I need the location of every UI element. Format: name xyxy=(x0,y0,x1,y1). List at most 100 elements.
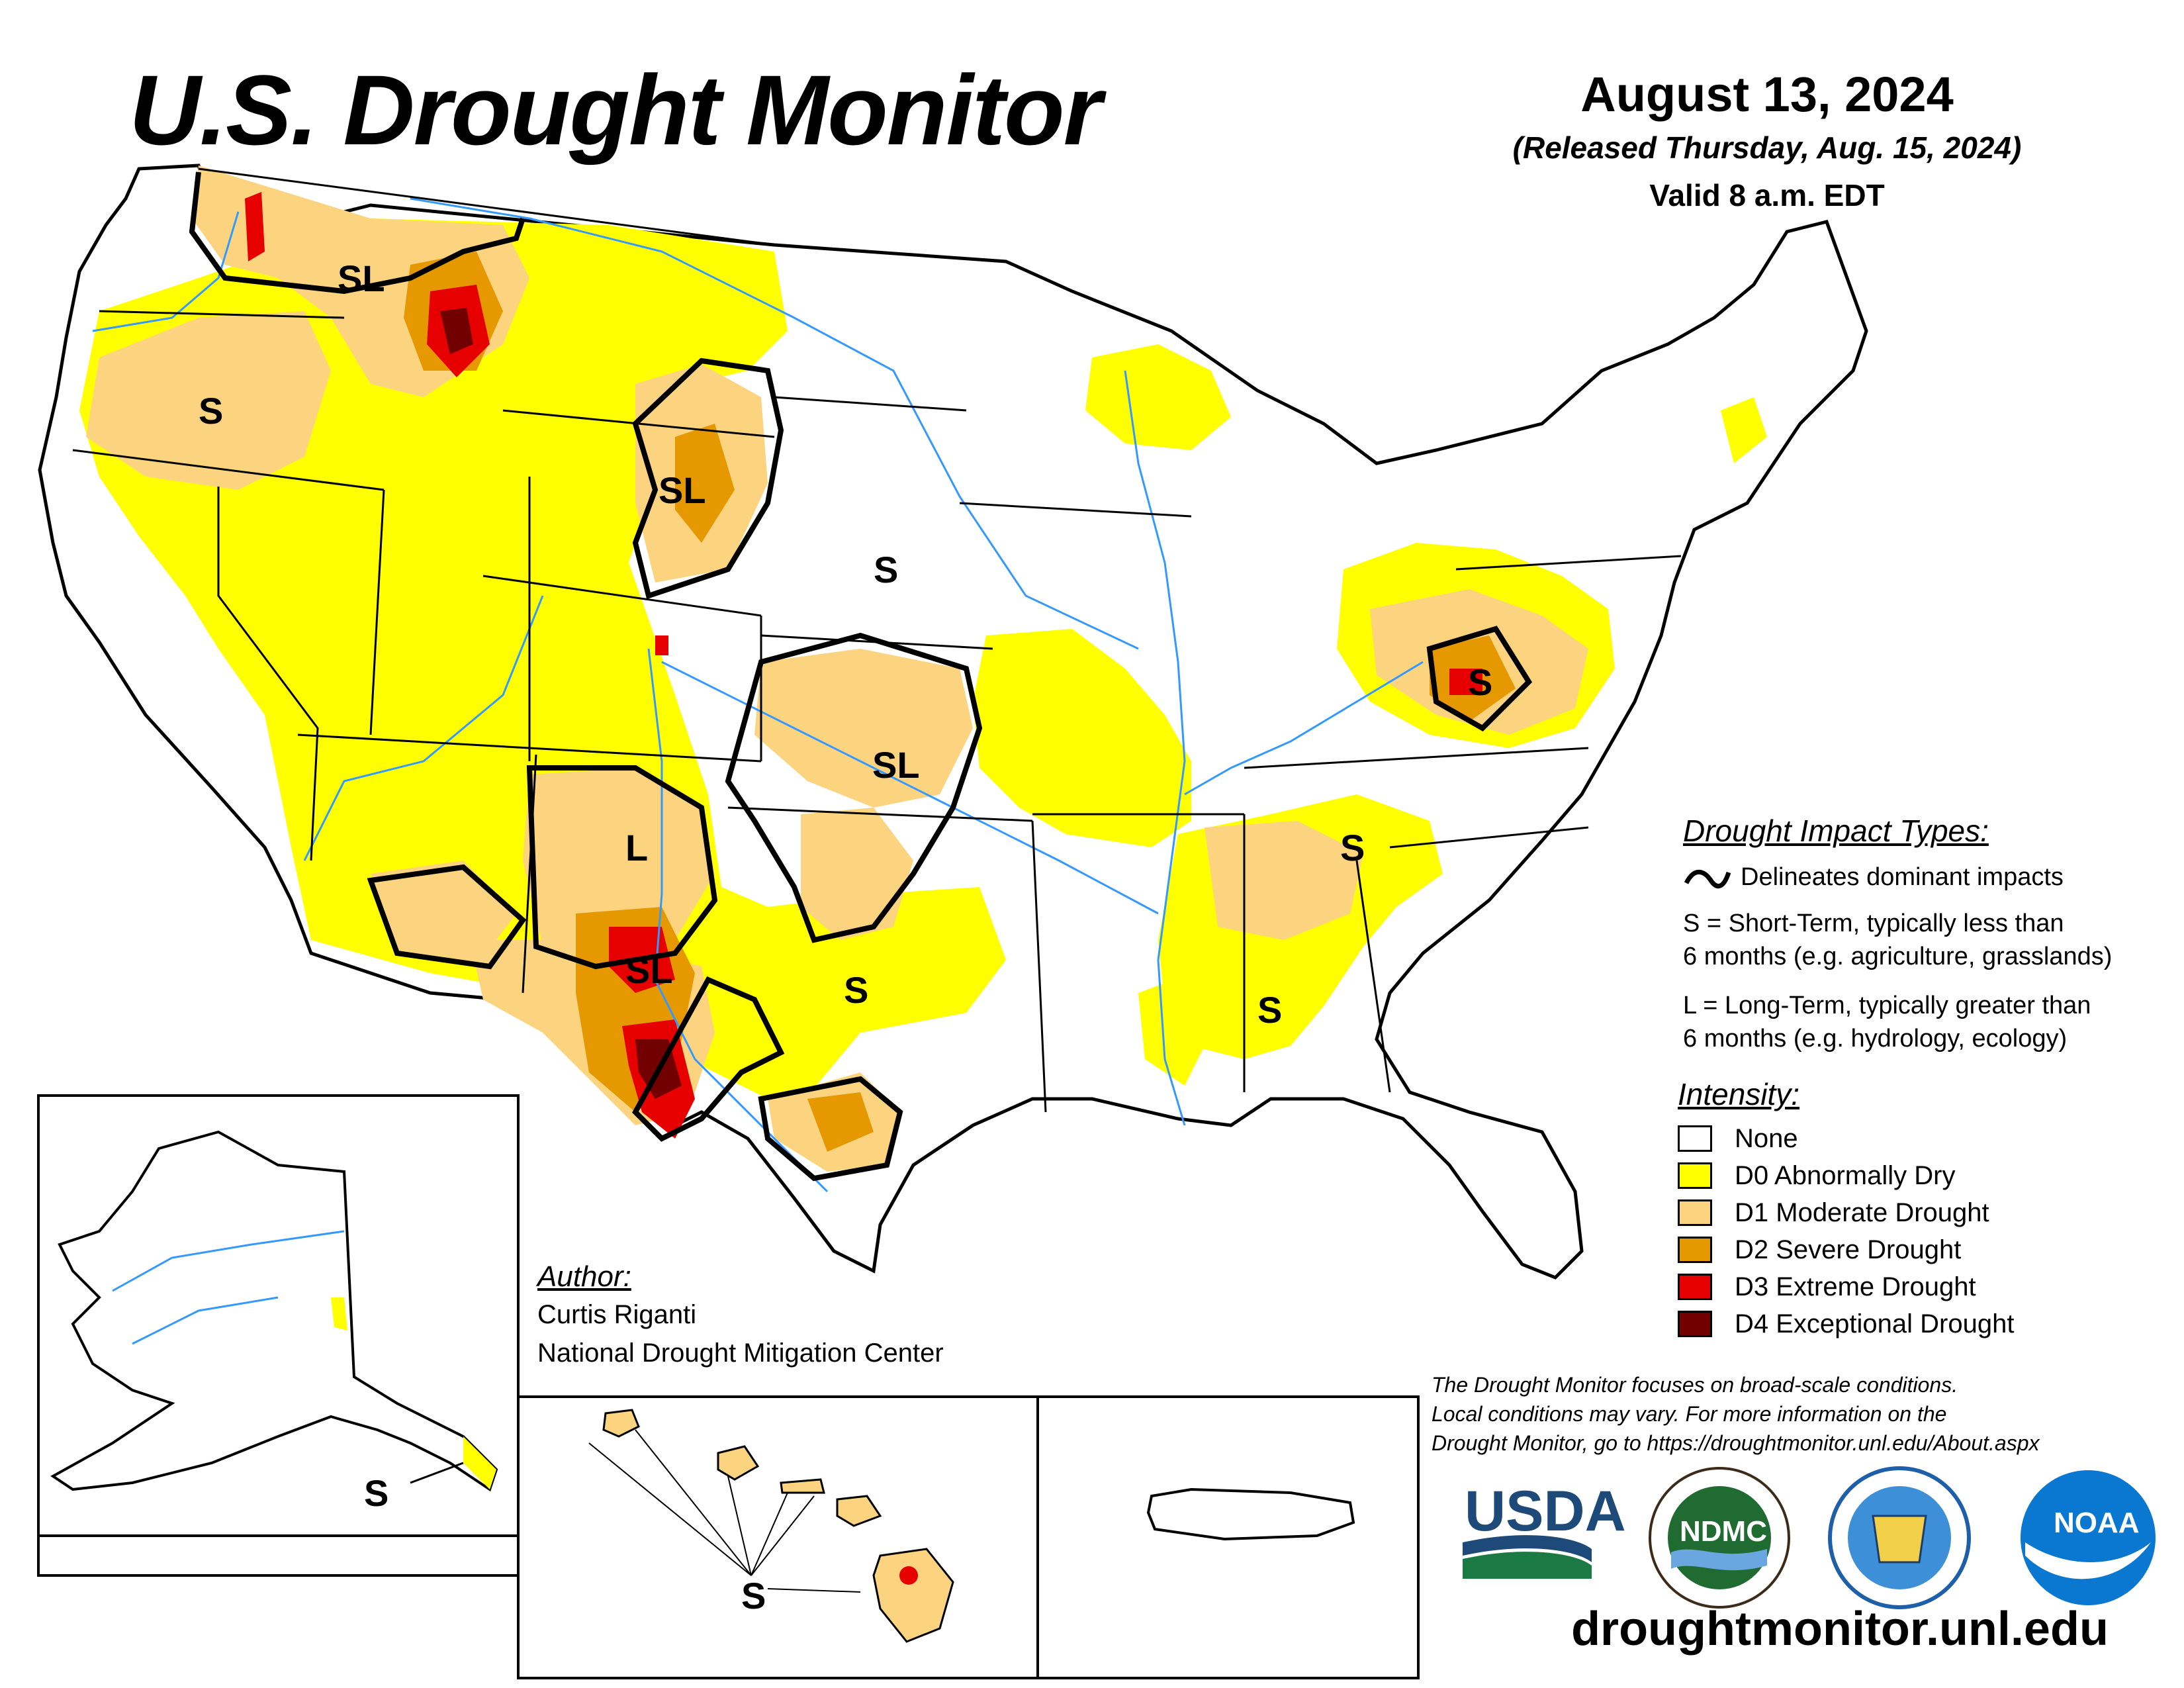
impact-line-nm xyxy=(526,765,718,970)
river-missouri xyxy=(410,197,1139,650)
alaska-label-s: S xyxy=(364,1472,388,1514)
noaa-logo-gull xyxy=(2025,1542,2151,1579)
map-title: U.S. Drought Monitor xyxy=(129,54,1102,165)
disclaimer-line-2: Local conditions may vary. For more info… xyxy=(1432,1402,1947,1426)
alaska-d0-small xyxy=(331,1297,347,1331)
d3-colorado xyxy=(655,635,668,655)
impact-line-tx-west xyxy=(632,976,785,1142)
d1-kansas xyxy=(754,649,973,808)
intensity-item-d0: D0 Abnormally Dry xyxy=(1678,1157,2014,1194)
impact-line-wv xyxy=(1426,626,1533,731)
usda-logo-swoosh-blue xyxy=(1463,1535,1592,1562)
river-columbia xyxy=(92,211,240,332)
swatch-d0 xyxy=(1678,1162,1712,1189)
impact-legend-long-1: L = Long-Term, typically greater than xyxy=(1683,992,2091,1019)
impact-legend-long-2: 6 months (e.g. hydrology, ecology) xyxy=(1683,1025,2068,1053)
boundary-pa-ny xyxy=(1455,555,1682,571)
hawaii-oahu xyxy=(717,1445,760,1481)
website-url[interactable]: droughtmonitor.unl.edu xyxy=(1571,1603,2109,1656)
inset-frames xyxy=(37,1094,1420,1679)
hawaii-leaders xyxy=(588,1429,861,1593)
boundary-four-corners xyxy=(297,733,762,763)
label-s-tennessee: S xyxy=(1340,827,1365,868)
hawaii-label-s: S xyxy=(741,1575,766,1617)
intensity-item-d2: D2 Severe Drought xyxy=(1678,1231,2014,1268)
river-mississippi xyxy=(1124,370,1186,1126)
hawaii-maui xyxy=(836,1495,882,1527)
boundary-tx-la xyxy=(1031,820,1047,1113)
d1-oregon xyxy=(86,311,331,490)
boundary-tn-ky xyxy=(1244,747,1589,769)
d3-washington xyxy=(245,192,265,261)
intensity-item-none: None xyxy=(1678,1120,2014,1157)
boundary-wa-or xyxy=(99,310,345,319)
hawaii-inset-frame xyxy=(517,1395,1039,1679)
boundary-ok-tx xyxy=(727,806,1033,822)
ndmc-logo-text: NDMC xyxy=(1680,1515,1767,1548)
hawaii-big-island xyxy=(872,1548,954,1643)
d0-central-plains xyxy=(973,629,1191,847)
alaska-inset-frame xyxy=(37,1094,520,1577)
boundary-49th xyxy=(198,167,775,246)
impact-line-ks-ok xyxy=(725,632,983,943)
d0-northeast xyxy=(1721,397,1767,463)
intensity-label: D0 Abnormally Dry xyxy=(1735,1160,1956,1190)
impact-legend-heading: Drought Impact Types: xyxy=(1683,814,1989,848)
intensity-legend: None D0 Abnormally Dry D1 Moderate Droug… xyxy=(1678,1120,2014,1342)
impact-line-az xyxy=(367,864,527,970)
commerce-logo xyxy=(1828,1466,1971,1609)
river-rio-grande xyxy=(647,648,829,1193)
swatch-d1 xyxy=(1678,1199,1712,1226)
label-s-texas: S xyxy=(844,969,868,1011)
boundary-or-ca xyxy=(72,449,385,491)
label-s-oregon: S xyxy=(199,390,223,432)
disclaimer-line-3: Drought Monitor, go to https://droughtmo… xyxy=(1432,1431,2040,1455)
impact-lines xyxy=(189,171,1533,1182)
label-s-nebraska: S xyxy=(874,549,898,590)
d0-northwest xyxy=(79,218,1006,1112)
boundary-dakotas xyxy=(774,396,967,412)
puerto-rico xyxy=(1146,1487,1355,1541)
label-s-mississippi: S xyxy=(1257,989,1282,1031)
d3-wv xyxy=(1449,669,1482,695)
alaska-label-leader xyxy=(410,1462,464,1484)
author-organization: National Drought Mitigation Center xyxy=(537,1338,944,1368)
impact-legend-short-1: S = Short-Term, typically less than xyxy=(1683,910,2064,937)
alaska: S xyxy=(50,1130,498,1514)
valid-time: Valid 8 a.m. EDT xyxy=(1649,178,1885,212)
noaa-logo-text: NOAA xyxy=(2054,1507,2140,1539)
impact-line-wyoming xyxy=(632,357,784,600)
delineates-line-sample xyxy=(1684,869,1731,889)
d0-upper-midwest xyxy=(1085,344,1231,450)
intensity-label: D4 Exceptional Drought xyxy=(1735,1309,2015,1338)
swatch-none xyxy=(1678,1125,1712,1152)
alaska-d0-southeast xyxy=(463,1436,496,1489)
usda-logo: USDA xyxy=(1463,1479,1626,1579)
river-ohio xyxy=(1184,661,1424,796)
d2-wyoming xyxy=(675,424,735,543)
boundary-nc-sc xyxy=(1389,826,1589,849)
state-boundaries xyxy=(72,167,1682,1113)
impact-legend-delineates: Delineates dominant impacts xyxy=(1741,863,2064,891)
ndmc-logo-water xyxy=(1671,1549,1767,1571)
ndmc-logo: NDMC xyxy=(1649,1467,1790,1609)
intensity-label: D1 Moderate Drought xyxy=(1735,1197,1989,1227)
impact-legend-short-2: 6 months (e.g. agriculture, grasslands) xyxy=(1683,943,2113,970)
intensity-label: D3 Extreme Drought xyxy=(1735,1272,1976,1301)
intensity-item-d3: D3 Extreme Drought xyxy=(1678,1268,2014,1305)
commerce-logo-shield xyxy=(1872,1515,1927,1564)
impact-line-tx-south xyxy=(758,1076,903,1182)
author-name: Curtis Riganti xyxy=(537,1300,697,1329)
usda-logo-text: USDA xyxy=(1465,1479,1626,1543)
label-l-newmexico: L xyxy=(625,827,648,868)
alaska-outline xyxy=(50,1130,498,1492)
boundary-wy-co xyxy=(482,575,762,617)
release-date: (Released Thursday, Aug. 15, 2024) xyxy=(1512,130,2022,165)
label-sl-wyoming: SL xyxy=(659,469,706,511)
puerto-rico-outline xyxy=(1146,1487,1355,1541)
d1-arizona xyxy=(371,861,516,966)
intensity-label: None xyxy=(1735,1123,1798,1153)
intensity-item-d4: D4 Exceptional Drought xyxy=(1678,1305,2014,1342)
intensity-legend-heading: Intensity: xyxy=(1678,1077,1800,1111)
